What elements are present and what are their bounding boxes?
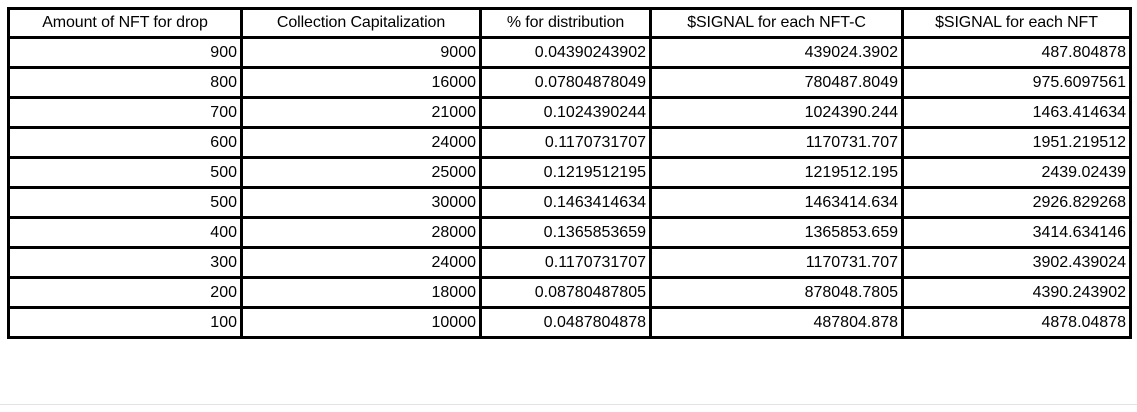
header-row: Amount of NFT for drop Collection Capita… <box>7 7 1132 39</box>
cell-amount[interactable]: 900 <box>7 36 243 69</box>
table-row: 100 10000 0.0487804878 487804.878 4878.0… <box>7 306 1132 339</box>
cell-signal-nft[interactable]: 4390.243902 <box>901 276 1132 309</box>
cell-percent[interactable]: 0.1365853659 <box>479 216 652 249</box>
cell-percent[interactable]: 0.1170731707 <box>479 246 652 279</box>
cell-capitalization[interactable]: 30000 <box>240 186 482 219</box>
cell-capitalization[interactable]: 28000 <box>240 216 482 249</box>
cell-signal-nft-c[interactable]: 487804.878 <box>649 306 904 339</box>
cell-capitalization[interactable]: 16000 <box>240 66 482 99</box>
table-row: 300 24000 0.1170731707 1170731.707 3902.… <box>7 246 1132 279</box>
cell-percent[interactable]: 0.1024390244 <box>479 96 652 129</box>
cell-amount[interactable]: 300 <box>7 246 243 279</box>
sheet-gridline <box>0 404 1137 405</box>
cell-amount[interactable]: 200 <box>7 276 243 309</box>
table-row: 500 25000 0.1219512195 1219512.195 2439.… <box>7 156 1132 189</box>
header-cell-signal-each-nft[interactable]: $SIGNAL for each NFT <box>901 7 1132 39</box>
header-cell-collection-capitalization[interactable]: Collection Capitalization <box>240 7 482 39</box>
table-row: 200 18000 0.08780487805 878048.7805 4390… <box>7 276 1132 309</box>
cell-percent[interactable]: 0.1463414634 <box>479 186 652 219</box>
cell-signal-nft-c[interactable]: 1365853.659 <box>649 216 904 249</box>
cell-signal-nft[interactable]: 1951.219512 <box>901 126 1132 159</box>
cell-signal-nft[interactable]: 4878.04878 <box>901 306 1132 339</box>
cell-signal-nft-c[interactable]: 1170731.707 <box>649 126 904 159</box>
cell-signal-nft[interactable]: 1463.414634 <box>901 96 1132 129</box>
header-cell-signal-each-nft-c[interactable]: $SIGNAL for each NFT-C <box>649 7 904 39</box>
cell-capitalization[interactable]: 25000 <box>240 156 482 189</box>
table-row: 800 16000 0.07804878049 780487.8049 975.… <box>7 66 1132 99</box>
cell-signal-nft[interactable]: 2926.829268 <box>901 186 1132 219</box>
cell-amount[interactable]: 600 <box>7 126 243 159</box>
cell-signal-nft-c[interactable]: 1219512.195 <box>649 156 904 189</box>
cell-amount[interactable]: 700 <box>7 96 243 129</box>
table-row: 700 21000 0.1024390244 1024390.244 1463.… <box>7 96 1132 129</box>
cell-capitalization[interactable]: 18000 <box>240 276 482 309</box>
cell-signal-nft-c[interactable]: 1170731.707 <box>649 246 904 279</box>
cell-percent[interactable]: 0.1170731707 <box>479 126 652 159</box>
header-cell-percent-distribution[interactable]: % for distribution <box>479 7 652 39</box>
cell-signal-nft-c[interactable]: 439024.3902 <box>649 36 904 69</box>
cell-amount[interactable]: 500 <box>7 186 243 219</box>
cell-percent[interactable]: 0.08780487805 <box>479 276 652 309</box>
cell-signal-nft-c[interactable]: 1024390.244 <box>649 96 904 129</box>
cell-amount[interactable]: 500 <box>7 156 243 189</box>
cell-percent[interactable]: 0.04390243902 <box>479 36 652 69</box>
cell-signal-nft-c[interactable]: 878048.7805 <box>649 276 904 309</box>
cell-amount[interactable]: 400 <box>7 216 243 249</box>
table-row: 500 30000 0.1463414634 1463414.634 2926.… <box>7 186 1132 219</box>
cell-capitalization[interactable]: 10000 <box>240 306 482 339</box>
nft-distribution-table: Amount of NFT for drop Collection Capita… <box>7 7 1132 339</box>
cell-percent[interactable]: 0.1219512195 <box>479 156 652 189</box>
cell-capitalization[interactable]: 21000 <box>240 96 482 129</box>
cell-amount[interactable]: 100 <box>7 306 243 339</box>
cell-signal-nft-c[interactable]: 1463414.634 <box>649 186 904 219</box>
cell-percent[interactable]: 0.0487804878 <box>479 306 652 339</box>
cell-signal-nft[interactable]: 3902.439024 <box>901 246 1132 279</box>
cell-signal-nft[interactable]: 487.804878 <box>901 36 1132 69</box>
cell-signal-nft-c[interactable]: 780487.8049 <box>649 66 904 99</box>
cell-signal-nft[interactable]: 975.6097561 <box>901 66 1132 99</box>
header-cell-amount-nft-drop[interactable]: Amount of NFT for drop <box>7 7 243 39</box>
table-row: 900 9000 0.04390243902 439024.3902 487.8… <box>7 36 1132 69</box>
cell-capitalization[interactable]: 24000 <box>240 246 482 279</box>
cell-capitalization[interactable]: 9000 <box>240 36 482 69</box>
cell-percent[interactable]: 0.07804878049 <box>479 66 652 99</box>
cell-signal-nft[interactable]: 3414.634146 <box>901 216 1132 249</box>
cell-signal-nft[interactable]: 2439.02439 <box>901 156 1132 189</box>
table-row: 600 24000 0.1170731707 1170731.707 1951.… <box>7 126 1132 159</box>
cell-amount[interactable]: 800 <box>7 66 243 99</box>
cell-capitalization[interactable]: 24000 <box>240 126 482 159</box>
table-row: 400 28000 0.1365853659 1365853.659 3414.… <box>7 216 1132 249</box>
